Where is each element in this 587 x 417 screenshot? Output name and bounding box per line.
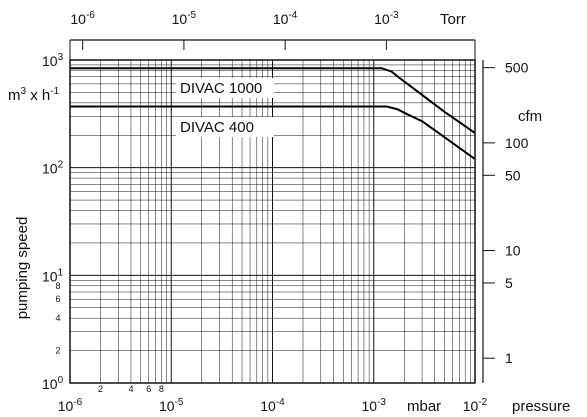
plot-frame xyxy=(69,59,476,384)
x-tick-label: 10-5 xyxy=(159,397,184,414)
series-label: DIVAC 1000 xyxy=(180,80,262,97)
right-cfm-axis: 500 100 50 10 5 1 cfm xyxy=(482,60,542,383)
y-minor-tick-label: 4 xyxy=(55,313,60,323)
series-label-bg xyxy=(176,117,274,137)
y-minor-tick-label: 2 xyxy=(55,346,60,356)
series-group: DIVAC 1000 DIVAC 400 xyxy=(70,67,476,160)
bottom-mbar-axis: 10-6 10-5 10-4 10-3 10-2 2 4 6 8 xyxy=(58,384,488,414)
right-tick-label: 50 xyxy=(505,167,521,183)
x-minor-tick-label: 4 xyxy=(128,384,133,394)
right-tick-label: 10 xyxy=(505,243,521,259)
top-axis-unit: Torr xyxy=(440,11,466,28)
top-tick-label: 10-5 xyxy=(172,10,197,27)
top-tick-label: 10-6 xyxy=(70,10,95,27)
y-tick-label: 101 xyxy=(42,267,64,284)
x-axis-title: pressure xyxy=(512,398,570,415)
right-tick-label: 500 xyxy=(505,60,529,76)
x-tick-label: 10-2 xyxy=(463,397,488,414)
y-minor-tick-label: 6 xyxy=(55,294,60,304)
x-minor-tick-label: 2 xyxy=(98,384,103,394)
series-label: DIVAC 400 xyxy=(180,119,254,136)
right-tick-label: 5 xyxy=(505,275,513,291)
x-axis-unit: mbar xyxy=(407,398,441,415)
top-tick-label: 10-3 xyxy=(374,10,399,27)
y-tick-label: 102 xyxy=(42,160,64,177)
x-tick-label: 10-6 xyxy=(58,397,83,414)
top-torr-axis: 10-6 10-5 10-4 10-3 Torr xyxy=(69,10,476,60)
y-minor-tick-label: 8 xyxy=(55,281,60,291)
left-pumping-speed-axis: 100 101 102 103 8 6 4 2 xyxy=(42,52,64,392)
grid xyxy=(70,60,475,383)
y-axis-title: pumping speed xyxy=(14,217,31,320)
y-axis-unit: m3 x h-1 xyxy=(8,86,60,104)
y-tick-label: 103 xyxy=(42,52,64,69)
top-tick-label: 10-4 xyxy=(273,10,298,27)
series-line xyxy=(70,67,476,134)
x-tick-label: 10-4 xyxy=(260,397,285,414)
y-tick-label: 100 xyxy=(42,375,64,392)
x-minor-tick-label: 6 xyxy=(146,384,151,394)
x-tick-label: 10-3 xyxy=(362,397,387,414)
right-tick-label: 1 xyxy=(505,350,513,366)
right-axis-unit: cfm xyxy=(518,108,542,125)
series-line xyxy=(70,105,476,160)
axis-labels: pumping speed m3 x h-1 mbar pressure xyxy=(8,86,570,415)
x-minor-tick-label: 8 xyxy=(159,384,164,394)
series-label-bg xyxy=(176,78,274,98)
right-tick-label: 100 xyxy=(505,135,529,151)
